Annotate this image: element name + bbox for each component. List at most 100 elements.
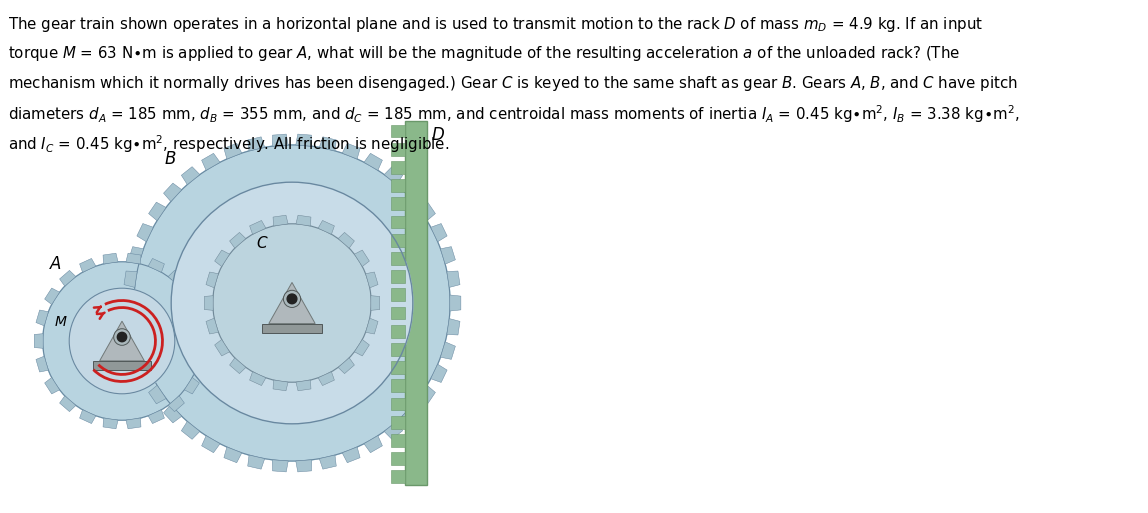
Bar <box>391 325 405 338</box>
Polygon shape <box>319 137 336 151</box>
Polygon shape <box>168 270 185 286</box>
Polygon shape <box>79 259 96 272</box>
Polygon shape <box>430 224 447 242</box>
Polygon shape <box>45 288 60 305</box>
Polygon shape <box>248 137 265 151</box>
Polygon shape <box>296 215 311 226</box>
Bar <box>391 343 405 356</box>
Polygon shape <box>249 372 266 386</box>
Polygon shape <box>273 380 288 391</box>
Polygon shape <box>215 340 230 356</box>
Polygon shape <box>319 455 336 469</box>
Text: and $I_C$ = 0.45 kg$\bullet$m$^2$, respectively. All friction is negligible.: and $I_C$ = 0.45 kg$\bullet$m$^2$, respe… <box>8 133 449 155</box>
Polygon shape <box>365 318 378 334</box>
Polygon shape <box>60 270 76 286</box>
Text: mechanism which it normally drives has been disengaged.) Gear $C$ is keyed to th: mechanism which it normally drives has b… <box>8 74 1017 93</box>
Polygon shape <box>318 372 334 386</box>
Polygon shape <box>248 455 265 469</box>
Text: D: D <box>432 126 444 144</box>
Bar <box>391 452 405 465</box>
Polygon shape <box>79 410 96 424</box>
Bar <box>391 470 405 483</box>
Polygon shape <box>364 436 382 452</box>
Polygon shape <box>342 447 360 463</box>
Polygon shape <box>355 340 370 356</box>
Circle shape <box>117 332 126 342</box>
Polygon shape <box>205 272 218 288</box>
Polygon shape <box>181 167 200 185</box>
Polygon shape <box>230 232 246 248</box>
Circle shape <box>134 145 450 461</box>
Polygon shape <box>296 134 312 146</box>
Polygon shape <box>318 221 334 234</box>
Polygon shape <box>441 247 456 264</box>
Polygon shape <box>123 295 134 311</box>
Bar <box>391 125 405 137</box>
Bar <box>93 361 152 370</box>
Polygon shape <box>195 310 208 326</box>
Polygon shape <box>201 333 210 348</box>
Polygon shape <box>339 232 355 248</box>
Text: The gear train shown operates in a horizontal plane and is used to transmit moti: The gear train shown operates in a horiz… <box>8 15 983 34</box>
Bar <box>405 121 427 485</box>
Polygon shape <box>103 253 118 264</box>
Polygon shape <box>195 356 208 372</box>
Polygon shape <box>45 378 60 394</box>
Circle shape <box>284 290 301 307</box>
Polygon shape <box>224 447 242 463</box>
Polygon shape <box>205 318 218 334</box>
Polygon shape <box>364 153 382 170</box>
Circle shape <box>171 182 413 424</box>
Circle shape <box>114 329 131 345</box>
Bar <box>391 416 405 428</box>
Text: A: A <box>51 254 62 272</box>
Polygon shape <box>272 134 288 146</box>
Bar <box>391 307 405 320</box>
Polygon shape <box>34 333 44 348</box>
Polygon shape <box>137 224 154 242</box>
Polygon shape <box>215 250 230 267</box>
Bar <box>391 380 405 392</box>
Polygon shape <box>402 404 420 423</box>
Polygon shape <box>402 183 420 202</box>
Polygon shape <box>36 356 48 372</box>
Text: B: B <box>164 150 176 168</box>
Bar <box>391 270 405 283</box>
Polygon shape <box>224 143 242 159</box>
Circle shape <box>42 262 201 420</box>
Circle shape <box>212 224 371 382</box>
Polygon shape <box>230 358 246 373</box>
Polygon shape <box>418 385 435 404</box>
Bar <box>391 234 405 247</box>
Polygon shape <box>148 385 166 404</box>
Polygon shape <box>450 295 460 311</box>
Polygon shape <box>148 259 164 272</box>
Polygon shape <box>129 247 144 264</box>
Polygon shape <box>441 342 456 359</box>
Polygon shape <box>60 396 76 411</box>
Polygon shape <box>181 421 200 439</box>
Polygon shape <box>124 271 137 287</box>
Bar <box>262 324 323 333</box>
Polygon shape <box>163 404 181 423</box>
Polygon shape <box>124 319 137 335</box>
Circle shape <box>69 288 174 394</box>
Bar <box>391 161 405 174</box>
Polygon shape <box>163 183 181 202</box>
Polygon shape <box>202 436 220 452</box>
Bar <box>391 434 405 447</box>
Polygon shape <box>273 215 288 226</box>
Polygon shape <box>202 153 220 170</box>
Text: torque $M$ = 63 N$\bullet$m is applied to gear $A$, what will be the magnitude o: torque $M$ = 63 N$\bullet$m is applied t… <box>8 45 960 64</box>
Polygon shape <box>447 319 460 335</box>
Polygon shape <box>355 250 370 267</box>
Bar <box>391 398 405 410</box>
Polygon shape <box>365 272 378 288</box>
Bar <box>391 215 405 228</box>
Polygon shape <box>129 342 144 359</box>
Bar <box>391 143 405 155</box>
Polygon shape <box>137 364 154 383</box>
Polygon shape <box>36 310 48 326</box>
Polygon shape <box>418 202 435 221</box>
Polygon shape <box>126 418 141 429</box>
